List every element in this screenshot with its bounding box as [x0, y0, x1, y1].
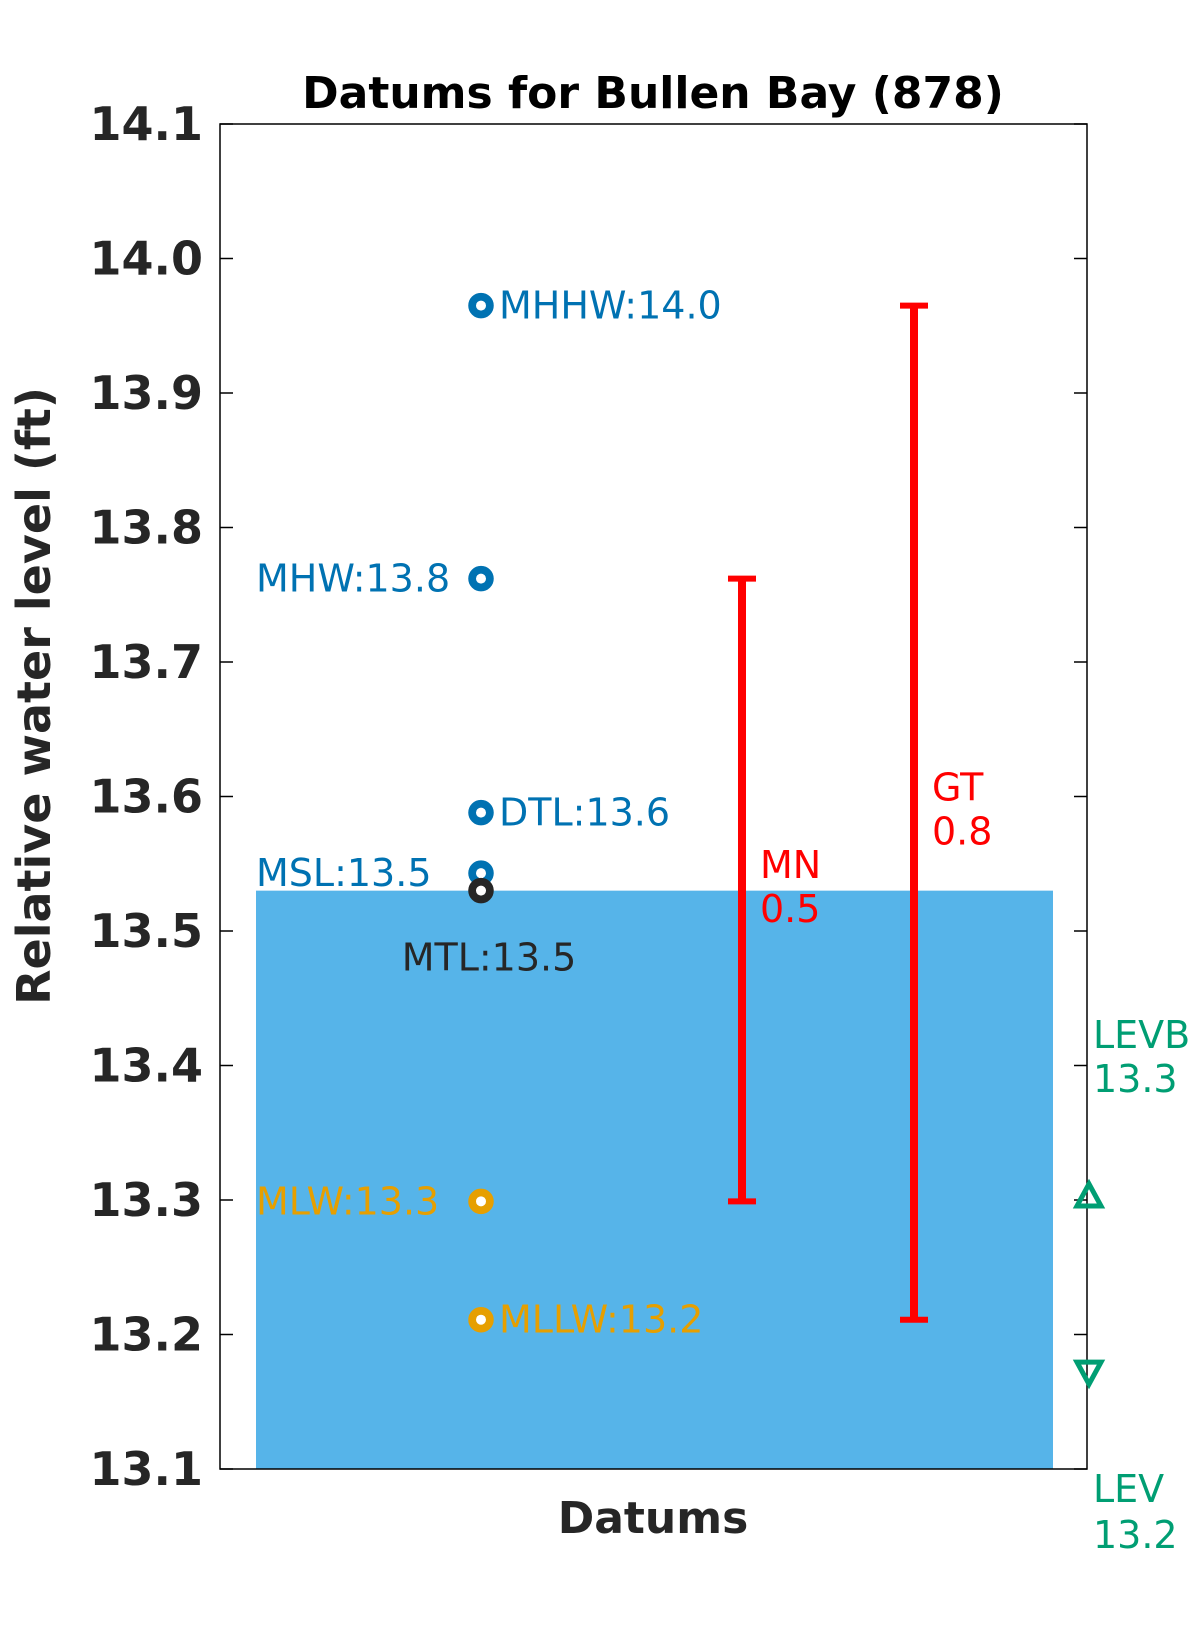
datum-marker-center: [476, 300, 486, 311]
datum-marker-mhhw: [468, 292, 494, 319]
range-value-gt: 0.8: [932, 810, 992, 854]
y-tick-label: 14.0: [90, 232, 204, 286]
datum-marker-ring: [468, 877, 494, 904]
y-tick-label: 13.9: [90, 366, 204, 420]
x-axis-label: Datums: [558, 1493, 749, 1544]
extreme-label-lev: LEV: [1093, 1467, 1164, 1511]
range-value-mn: 0.5: [760, 887, 820, 931]
datum-marker-center: [476, 807, 486, 818]
water-level-fill: [256, 890, 1053, 1469]
datum-marker-mllw: [468, 1306, 494, 1333]
datum-marker-ring: [468, 799, 494, 826]
extreme-marker-lev: [1072, 1359, 1106, 1390]
y-tick-label: 13.6: [90, 770, 204, 824]
extreme-marker-levb: [1072, 1178, 1106, 1209]
y-tick-label: 13.7: [90, 635, 204, 689]
datum-marker-center: [476, 868, 486, 879]
datum-label-mhw: MHW:13.8: [256, 557, 450, 601]
range-label-gt: GT: [932, 766, 984, 810]
datum-marker-ring: [468, 1306, 494, 1333]
chart-title: Datums for Bullen Bay (878): [302, 68, 1004, 119]
y-tick-label: 13.5: [90, 904, 204, 958]
y-tick-label: 14.1: [90, 97, 204, 151]
range-label-mn: MN: [760, 843, 821, 887]
datum-marker-mhw: [468, 565, 494, 592]
datum-marker-mlw: [468, 1188, 494, 1215]
datum-marker-center: [476, 1196, 486, 1207]
y-axis-label: Relative water level (ft): [7, 387, 61, 1005]
extreme-value-lev: 13.2: [1093, 1513, 1178, 1557]
datum-marker-dtl: [468, 799, 494, 826]
datum-marker-ring: [468, 1188, 494, 1215]
extreme-label-levb: LEVB: [1093, 1013, 1190, 1057]
y-tick-label: 13.3: [90, 1173, 204, 1227]
extreme-value-levb: 13.3: [1093, 1057, 1178, 1101]
datum-label-mhhw: MHHW:14.0: [499, 284, 722, 328]
datum-label-dtl: DTL:13.6: [499, 791, 670, 835]
datum-marker-center: [476, 885, 486, 896]
datum-marker-ring: [468, 292, 494, 319]
datum-label-mllw: MLLW:13.2: [499, 1298, 703, 1342]
y-tick-label: 13.4: [90, 1039, 204, 1093]
datum-label-msl: MSL:13.5: [256, 851, 432, 895]
y-tick-label: 13.8: [90, 501, 204, 555]
datum-marker-center: [476, 573, 486, 584]
datum-marker-center: [476, 1314, 486, 1325]
y-tick-label: 13.2: [90, 1308, 204, 1362]
y-tick-label: 13.1: [90, 1442, 204, 1496]
datum-marker-ring: [468, 565, 494, 592]
datum-marker-mtl: [468, 877, 494, 904]
datum-label-mlw: MLW:13.3: [256, 1179, 439, 1223]
datum-label-mtl: MTL:13.5: [402, 936, 577, 980]
